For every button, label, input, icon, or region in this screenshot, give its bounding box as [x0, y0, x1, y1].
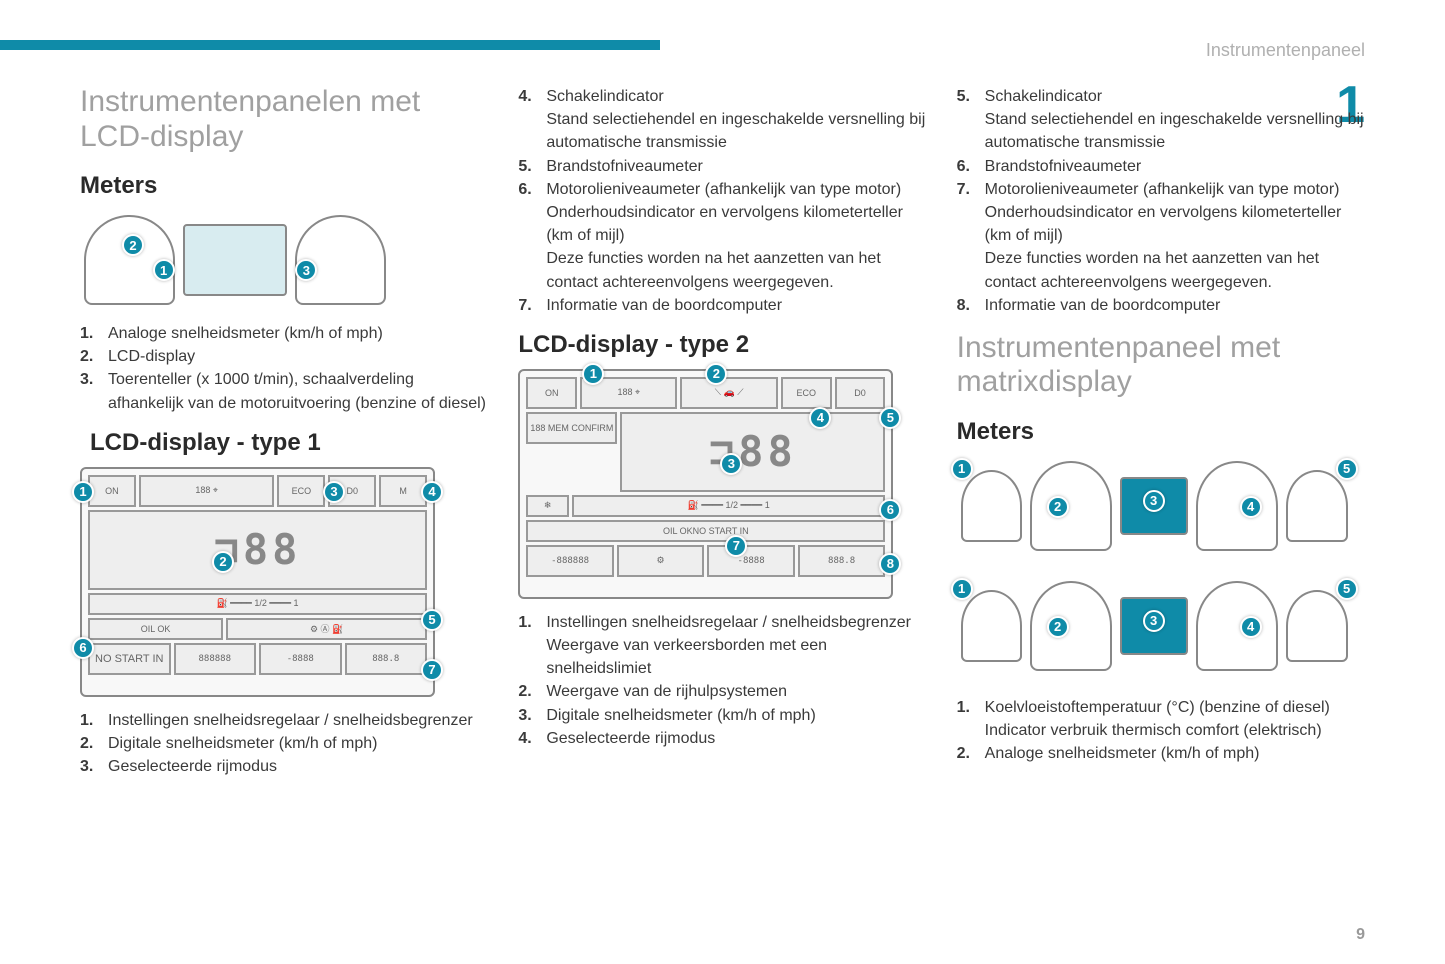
- matrix-title: Instrumentenpaneel met matrixdisplay: [957, 331, 1365, 400]
- list-item: 4.Geselecteerde rijmodus: [518, 727, 926, 750]
- marker: 5: [1336, 578, 1358, 600]
- list-item: 1.Instellingen snelheidsregelaar / snelh…: [518, 611, 926, 681]
- marker: 3: [323, 481, 345, 503]
- meters-cluster-diagram: 1 2 3: [80, 210, 390, 310]
- list-number: 1.: [518, 611, 531, 634]
- marker: 7: [421, 659, 443, 681]
- gauge: [1196, 581, 1277, 671]
- marker: 2: [212, 551, 234, 573]
- list-item: 2.Weergave van de rijhulpsystemen: [518, 680, 926, 703]
- marker: 6: [72, 637, 94, 659]
- marker: 4: [1240, 496, 1262, 518]
- top-accent-bar: [0, 40, 660, 50]
- list-item: 5.SchakelindicatorStand selectiehendel e…: [957, 85, 1365, 155]
- list-number: 7.: [957, 178, 970, 201]
- marker: 5: [879, 407, 901, 429]
- list-number: 1.: [957, 696, 970, 719]
- gauge: [1196, 461, 1277, 551]
- meters-list: 1.Analoge snelheidsmeter (km/h of mph)2.…: [80, 322, 488, 415]
- col1-title: Instrumentenpanelen met LCD-display: [80, 85, 488, 154]
- marker: 5: [421, 609, 443, 631]
- list-number: 4.: [518, 727, 531, 750]
- gauge: [961, 590, 1023, 662]
- list-number: 2.: [80, 345, 93, 368]
- lcd2-heading: LCD-display - type 2: [518, 331, 926, 359]
- marker: 2: [1047, 616, 1069, 638]
- lcd1-list: 1.Instellingen snelheidsregelaar / snelh…: [80, 709, 488, 779]
- list-number: 8.: [957, 294, 970, 317]
- marker: 3: [1143, 610, 1165, 632]
- list-item: 2.LCD-display: [80, 345, 488, 368]
- list-item: 1.Instellingen snelheidsregelaar / snelh…: [80, 709, 488, 732]
- gauge: [961, 470, 1023, 542]
- list-item: 1.Koelvloeistoftemperatuur (°C) (benzine…: [957, 696, 1365, 742]
- col2-top-list: 4.SchakelindicatorStand selectiehendel e…: [518, 85, 926, 317]
- marker: 3: [295, 259, 317, 281]
- list-item: 5.Brandstofniveaumeter: [518, 155, 926, 178]
- column-2: 4.SchakelindicatorStand selectiehendel e…: [518, 85, 926, 792]
- list-item: 3.Geselecteerde rijmodus: [80, 755, 488, 778]
- list-number: 5.: [957, 85, 970, 108]
- marker: 2: [122, 234, 144, 256]
- list-number: 4.: [518, 85, 531, 108]
- marker: 4: [1240, 616, 1262, 638]
- list-item: 6.Motorolieniveaumeter (afhankelijk van …: [518, 178, 926, 294]
- content-columns: Instrumentenpanelen met LCD-display Mete…: [80, 85, 1365, 792]
- marker: 3: [1143, 490, 1165, 512]
- section-name: Instrumentenpaneel: [1206, 40, 1365, 61]
- col3-top-list: 5.SchakelindicatorStand selectiehendel e…: [957, 85, 1365, 317]
- marker: 8: [879, 553, 901, 575]
- list-number: 2.: [957, 742, 970, 765]
- list-number: 2.: [80, 732, 93, 755]
- marker: 4: [421, 481, 443, 503]
- marker: 1: [951, 458, 973, 480]
- gauge: [1030, 581, 1111, 671]
- list-number: 7.: [518, 294, 531, 317]
- list-item: 7.Motorolieniveaumeter (afhankelijk van …: [957, 178, 1365, 294]
- marker: 1: [72, 481, 94, 503]
- marker: 1: [951, 578, 973, 600]
- marker: 1: [153, 259, 175, 281]
- list-item: 2.Digitale snelheidsmeter (km/h of mph): [80, 732, 488, 755]
- gauge-left: 1: [84, 215, 175, 305]
- list-item: 7.Informatie van de boordcomputer: [518, 294, 926, 317]
- marker: 2: [1047, 496, 1069, 518]
- lcd1-heading: LCD-display - type 1: [90, 429, 488, 457]
- list-number: 6.: [957, 155, 970, 178]
- list-number: 2.: [518, 680, 531, 703]
- page-number: 9: [1356, 926, 1365, 944]
- column-1: Instrumentenpanelen met LCD-display Mete…: [80, 85, 488, 792]
- matrix-list: 1.Koelvloeistoftemperatuur (°C) (benzine…: [957, 696, 1365, 766]
- gauge: [1286, 590, 1348, 662]
- list-item: 1.Analoge snelheidsmeter (km/h of mph): [80, 322, 488, 345]
- meters-heading: Meters: [80, 172, 488, 200]
- matrix-meters-heading: Meters: [957, 418, 1365, 446]
- list-item: 2.Analoge snelheidsmeter (km/h of mph): [957, 742, 1365, 765]
- list-item: 4.SchakelindicatorStand selectiehendel e…: [518, 85, 926, 155]
- list-item: 8.Informatie van de boordcomputer: [957, 294, 1365, 317]
- gauge: [1286, 470, 1348, 542]
- list-item: 6.Brandstofniveaumeter: [957, 155, 1365, 178]
- column-3: 5.SchakelindicatorStand selectiehendel e…: [957, 85, 1365, 792]
- lcd2-list: 1.Instellingen snelheidsregelaar / snelh…: [518, 611, 926, 750]
- list-item: 3.Toerenteller (x 1000 t/min), schaalver…: [80, 368, 488, 414]
- gauge: [1030, 461, 1111, 551]
- lcd-type1-diagram: ON188 ⌖ECOD0M ⊐88 ⛽ ━━━━ 1/2 ━━━━ 1 OIL …: [80, 467, 435, 697]
- matrix-diagram-1: 1 2 3 4 5: [957, 456, 1352, 556]
- list-number: 3.: [80, 368, 93, 391]
- list-number: 3.: [80, 755, 93, 778]
- matrix-diagram-2: 1 2 3 4 5: [957, 576, 1352, 676]
- gauge-right: 3: [295, 215, 386, 305]
- lcd-center: 2: [183, 224, 288, 296]
- marker: 6: [879, 499, 901, 521]
- list-number: 6.: [518, 178, 531, 201]
- list-number: 3.: [518, 704, 531, 727]
- list-number: 1.: [80, 322, 93, 345]
- list-number: 5.: [518, 155, 531, 178]
- list-item: 3.Digitale snelheidsmeter (km/h of mph): [518, 704, 926, 727]
- marker: 5: [1336, 458, 1358, 480]
- list-number: 1.: [80, 709, 93, 732]
- lcd-type2-diagram: ON188 ⌖⟍ 🚗 ⟋ECOD0 188 MEM CONFIRM⊐88 ❄⛽ …: [518, 369, 893, 599]
